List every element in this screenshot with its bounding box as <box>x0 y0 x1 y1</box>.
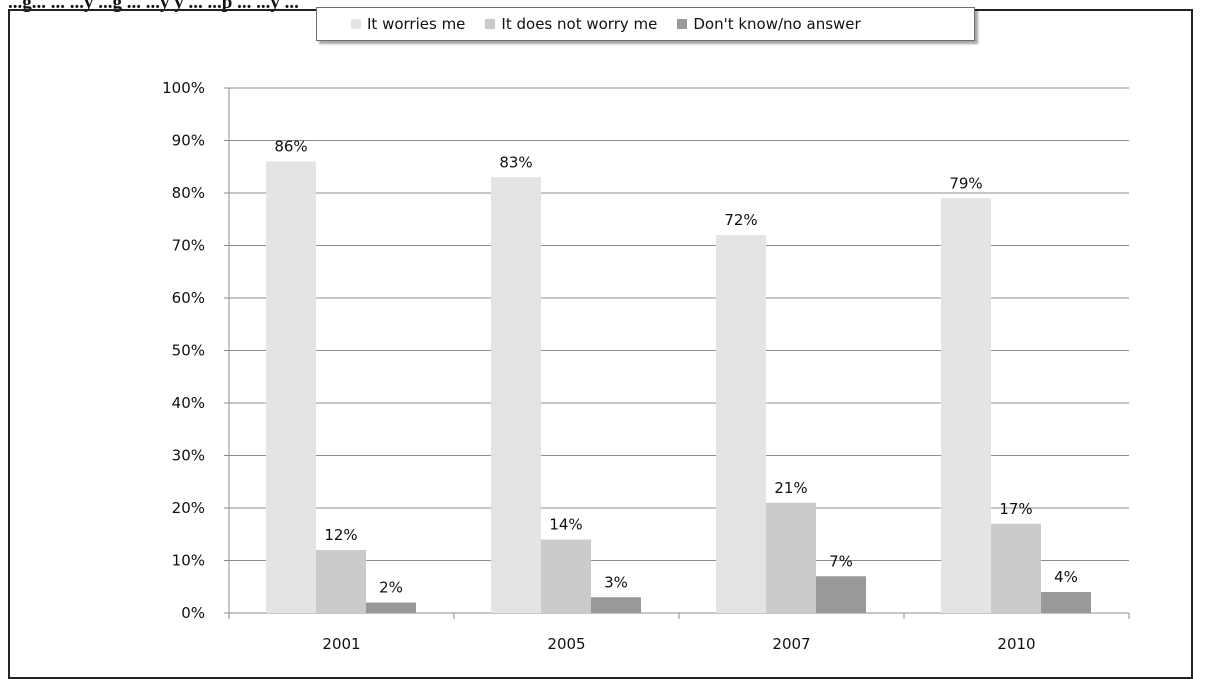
y-tick-label: 60% <box>172 289 205 307</box>
bar <box>816 576 866 613</box>
bar <box>591 597 641 613</box>
data-label: 72% <box>724 211 757 229</box>
data-label: 3% <box>604 573 628 591</box>
legend-label-worries: It worries me <box>367 15 466 33</box>
y-tick-label: 80% <box>172 184 205 202</box>
x-category-label: 2010 <box>997 635 1035 653</box>
y-tick-label: 30% <box>172 447 205 465</box>
bar <box>366 602 416 613</box>
bar <box>766 502 816 613</box>
y-tick-label: 50% <box>172 342 205 360</box>
bar <box>266 161 316 613</box>
legend-swatch-worries <box>351 19 361 29</box>
data-label: 14% <box>549 516 582 534</box>
x-category-label: 2005 <box>547 635 585 653</box>
y-tick-label: 40% <box>172 394 205 412</box>
legend-item-worries: It worries me <box>351 15 465 33</box>
y-tick-label: 20% <box>172 499 205 517</box>
x-category-label: 2001 <box>322 635 360 653</box>
data-label: 17% <box>999 500 1032 518</box>
y-tick-label: 100% <box>162 79 205 97</box>
bar <box>316 550 366 613</box>
legend-label-dont-know: Don't know/no answer <box>693 15 861 33</box>
x-category-label: 2007 <box>772 635 810 653</box>
legend-item-dont-know: Don't know/no answer <box>677 15 861 33</box>
data-label: 2% <box>379 579 403 597</box>
data-label: 21% <box>774 479 807 497</box>
bar <box>1041 592 1091 613</box>
y-tick-label: 0% <box>181 604 205 622</box>
bar <box>491 177 541 613</box>
legend-label-not-worry: It does not worry me <box>501 15 658 33</box>
chart-legend: It worries me It does not worry me Don't… <box>316 7 975 41</box>
y-tick-label: 70% <box>172 237 205 255</box>
data-label: 7% <box>829 552 853 570</box>
bar <box>541 539 591 613</box>
data-label: 79% <box>949 174 982 192</box>
legend-swatch-not-worry <box>485 19 496 29</box>
data-label: 83% <box>499 153 532 171</box>
data-label: 4% <box>1054 568 1078 586</box>
data-label: 12% <box>324 526 357 544</box>
legend-item-not-worry: It does not worry me <box>485 15 657 33</box>
legend-swatch-dont-know <box>677 19 688 29</box>
data-label: 86% <box>274 138 307 156</box>
y-tick-label: 90% <box>172 132 205 150</box>
bar <box>941 198 991 613</box>
bar <box>716 235 766 613</box>
y-tick-label: 10% <box>172 552 205 570</box>
bar <box>991 523 1041 613</box>
